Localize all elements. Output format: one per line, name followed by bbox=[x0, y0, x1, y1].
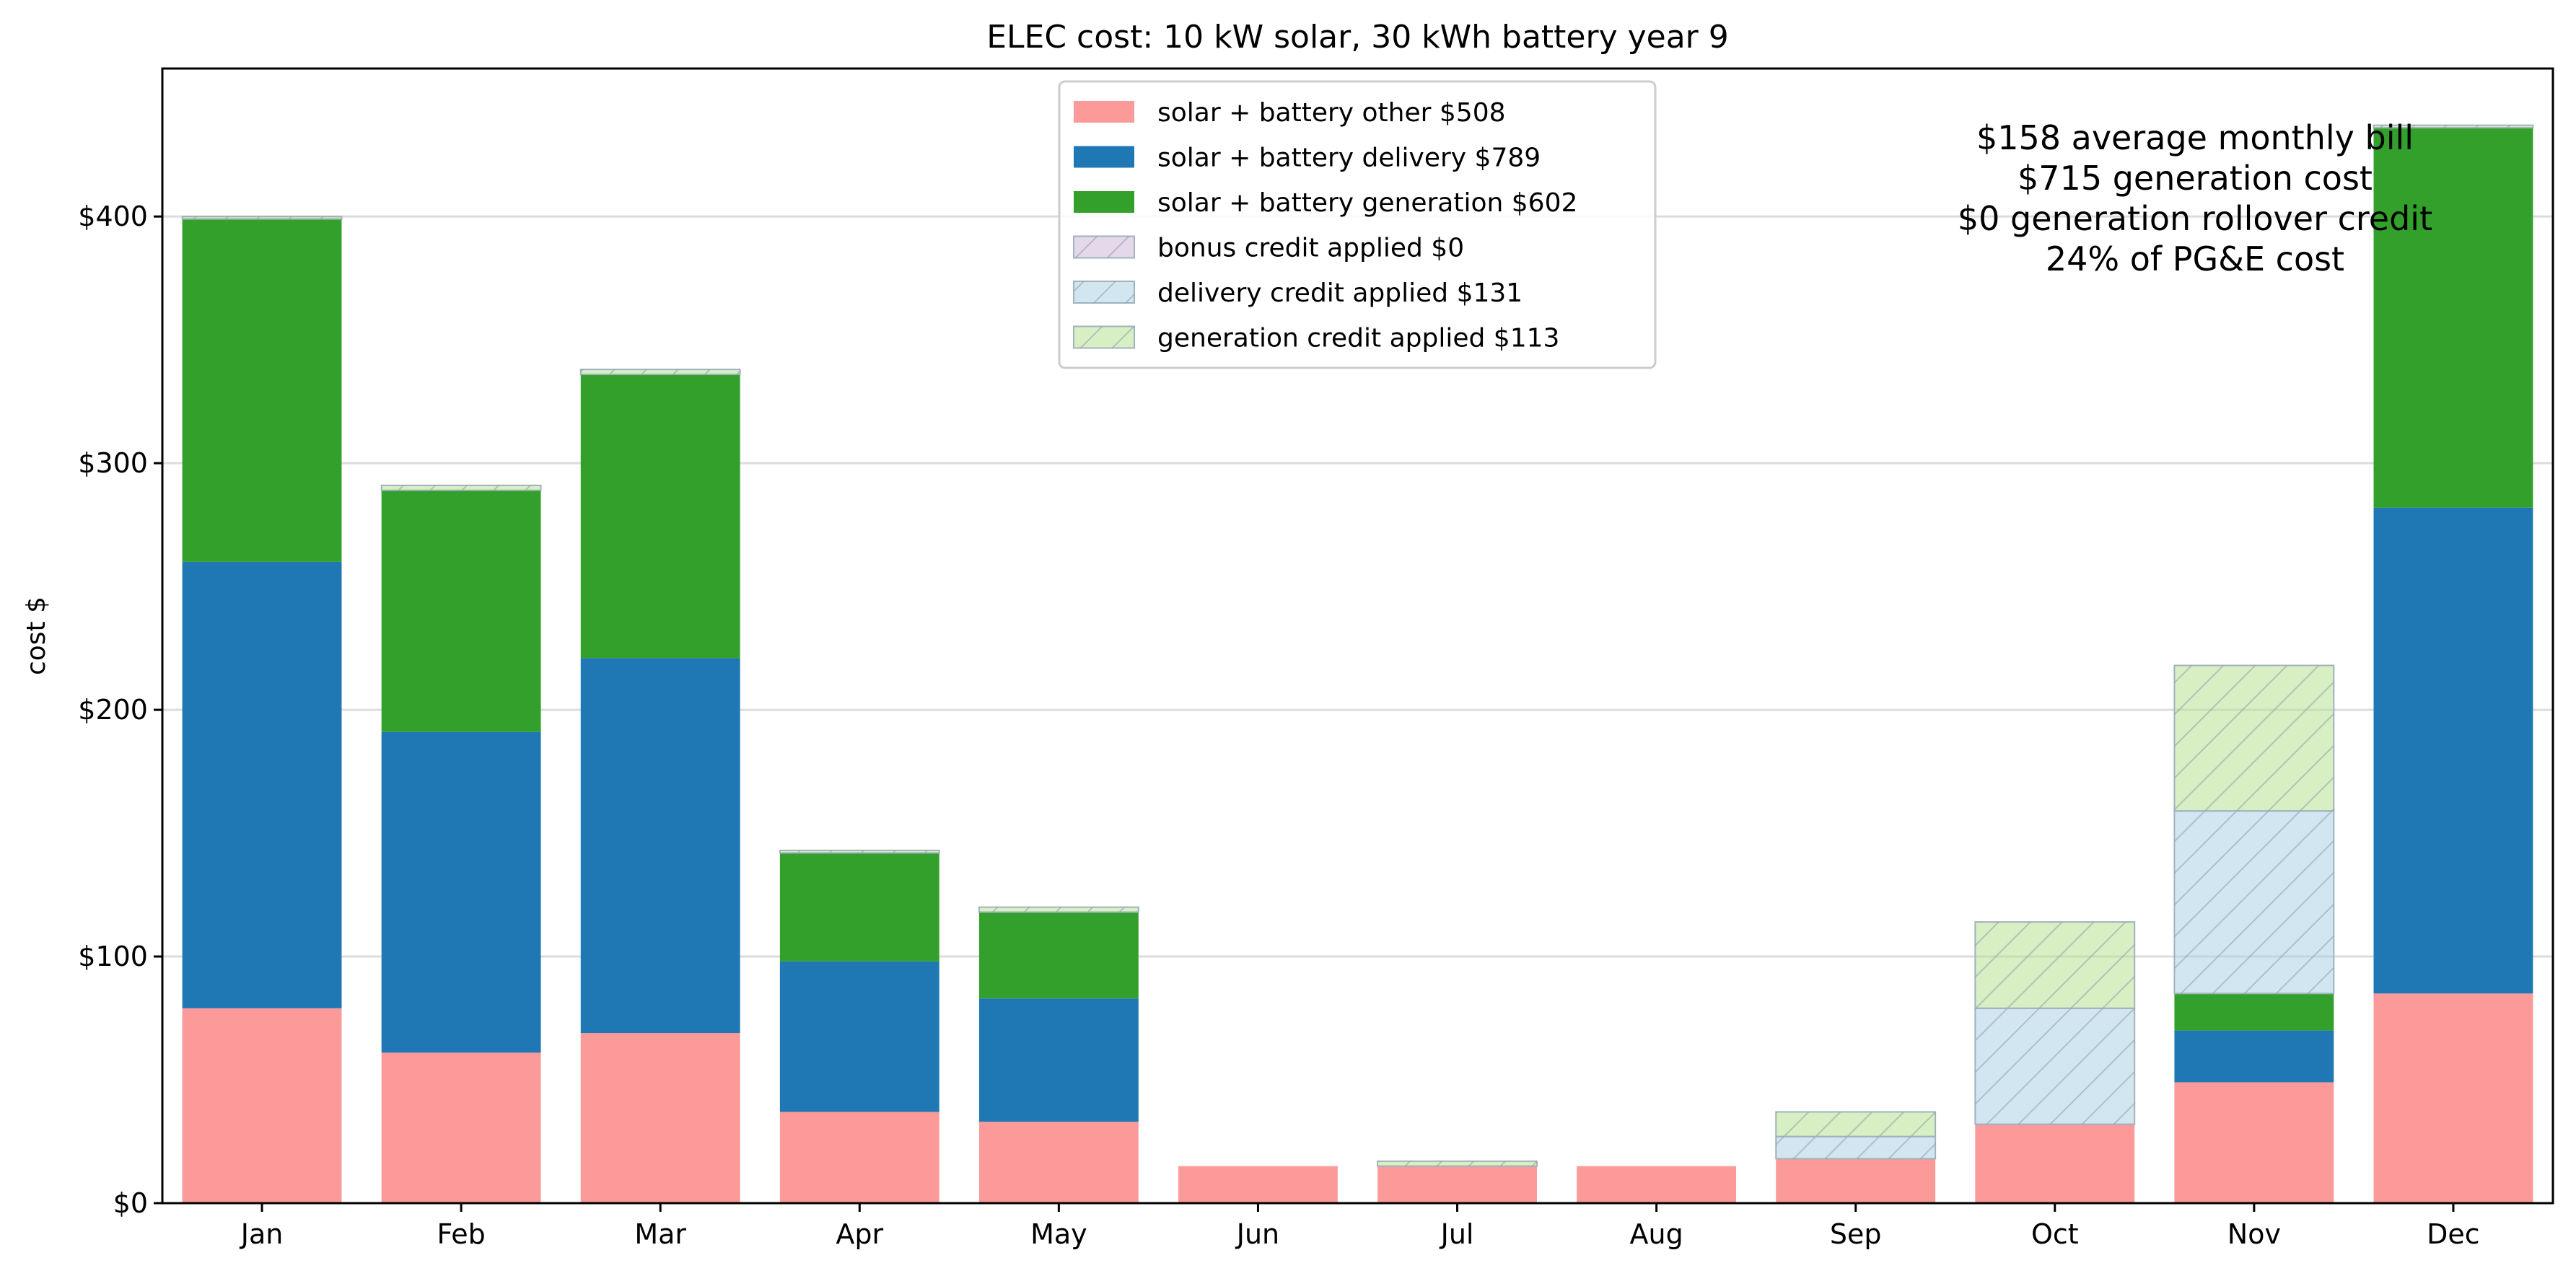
legend-swatch-hatch bbox=[1074, 236, 1134, 258]
summary-annotation: $158 average monthly bill$715 generation… bbox=[1958, 118, 2432, 278]
legend-box bbox=[1058, 80, 1657, 369]
bar-may-series-0 bbox=[978, 1122, 1139, 1203]
x-tick-label-nov: Nov bbox=[2227, 1218, 2281, 1250]
bar-jun-series-0 bbox=[1178, 1166, 1338, 1203]
bar-jan-series-0 bbox=[182, 1008, 342, 1203]
legend-swatch-hatch bbox=[1074, 281, 1134, 303]
bar-hatch bbox=[1776, 1112, 1936, 1137]
x-tick-label-sep: Sep bbox=[1830, 1218, 1882, 1250]
bar-mar-series-0 bbox=[580, 1033, 740, 1203]
x-tick-label-may: May bbox=[1030, 1218, 1087, 1250]
bar-hatch bbox=[2174, 811, 2334, 994]
legend-label: delivery credit applied $131 bbox=[1157, 278, 1523, 308]
annotation-line: $715 generation cost bbox=[2018, 159, 2373, 198]
bar-hatch bbox=[2373, 125, 2533, 128]
y-tick-label: $300 bbox=[78, 447, 148, 479]
bar-feb-series-2 bbox=[381, 490, 541, 732]
y-tick-label: $200 bbox=[78, 694, 148, 726]
bar-hatch bbox=[580, 369, 740, 375]
bar-may-series-1 bbox=[978, 998, 1139, 1122]
legend-swatch bbox=[1074, 101, 1134, 123]
annotation-line: $0 generation rollover credit bbox=[1958, 199, 2432, 238]
bar-aug-series-0 bbox=[1577, 1166, 1737, 1203]
x-tick-label-jul: Jul bbox=[1440, 1218, 1474, 1250]
bar-dec-series-1 bbox=[2373, 507, 2533, 994]
legend: solar + battery other $508 solar + batter… bbox=[1058, 80, 1657, 369]
bar-apr-series-2 bbox=[779, 853, 939, 962]
x-tick-label-mar: Mar bbox=[634, 1218, 686, 1250]
bar-nov-series-1 bbox=[2174, 1030, 2334, 1083]
bar-jul-series-0 bbox=[1377, 1166, 1537, 1203]
bar-nov-series-0 bbox=[2174, 1082, 2334, 1203]
x-tick-label-dec: Dec bbox=[2427, 1218, 2480, 1250]
x-tick-label-aug: Aug bbox=[1630, 1218, 1683, 1250]
y-tick-label: $0 bbox=[113, 1187, 148, 1219]
x-tick-label-oct: Oct bbox=[2031, 1218, 2079, 1250]
bar-hatch bbox=[2174, 665, 2334, 811]
bar-apr-series-0 bbox=[779, 1112, 939, 1203]
bar-sep-series-0 bbox=[1776, 1158, 1936, 1203]
bar-oct-series-0 bbox=[1975, 1124, 2135, 1203]
chart-title: ELEC cost: 10 kW solar, 30 kWh battery y… bbox=[986, 19, 1729, 56]
bar-nov-series-2 bbox=[2174, 993, 2334, 1031]
bar-hatch bbox=[182, 216, 342, 219]
x-tick-label-feb: Feb bbox=[437, 1218, 485, 1250]
y-axis-label: cost $ bbox=[22, 597, 51, 675]
bar-mar-series-1 bbox=[580, 658, 740, 1034]
legend-label: solar + battery generation $602 bbox=[1157, 188, 1577, 218]
bar-hatch bbox=[1975, 922, 2135, 1008]
annotation-line: 24% of PG&E cost bbox=[2046, 239, 2344, 278]
bar-hatch bbox=[381, 485, 541, 490]
legend-label: solar + battery delivery $789 bbox=[1157, 144, 1541, 173]
legend-swatch bbox=[1074, 191, 1134, 213]
y-axis: $0 $100 $200 $300 $400 bbox=[78, 201, 162, 1219]
x-axis: Jan Feb Mar Apr May Jun Jul Aug Sep Oct Nov Dec bbox=[240, 1203, 2480, 1250]
legend-swatch bbox=[1074, 146, 1134, 168]
y-tick-label: $100 bbox=[78, 941, 148, 972]
bar-dec-series-0 bbox=[2373, 993, 2533, 1203]
bar-hatch bbox=[1377, 1161, 1537, 1166]
bar-apr-series-1 bbox=[779, 961, 939, 1112]
bar-hatch bbox=[1975, 1008, 2135, 1125]
legend-label: bonus credit applied $0 bbox=[1157, 234, 1464, 263]
legend-swatch-hatch bbox=[1074, 326, 1134, 348]
bar-may-series-2 bbox=[978, 912, 1139, 999]
bar-dec-series-2 bbox=[2373, 128, 2533, 508]
bars bbox=[181, 124, 2534, 1203]
y-tick-label: $400 bbox=[78, 201, 148, 232]
legend-label: solar + battery other $508 bbox=[1157, 98, 1506, 128]
bar-jan-series-1 bbox=[182, 561, 342, 1008]
bar-hatch bbox=[1776, 1136, 1936, 1159]
x-tick-label-apr: Apr bbox=[836, 1218, 883, 1250]
bar-feb-series-1 bbox=[381, 731, 541, 1053]
bar-hatch bbox=[779, 850, 939, 853]
bar-mar-series-2 bbox=[580, 374, 740, 659]
bar-feb-series-0 bbox=[381, 1052, 541, 1203]
x-tick-label-jun: Jun bbox=[1235, 1218, 1279, 1250]
bar-jan-series-2 bbox=[182, 219, 342, 562]
annotation-line: $158 average monthly bill bbox=[1976, 118, 2414, 157]
plot-frame bbox=[161, 67, 2554, 1205]
bar-hatch bbox=[978, 907, 1139, 912]
legend-label: generation credit applied $113 bbox=[1157, 324, 1559, 353]
x-tick-label-jan: Jan bbox=[240, 1218, 284, 1250]
